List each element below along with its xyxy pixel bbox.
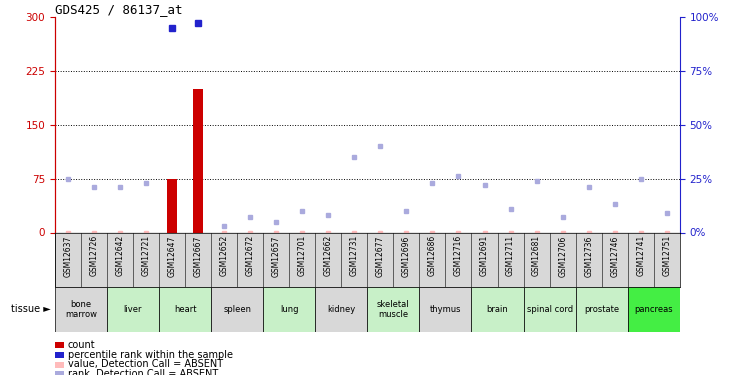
Text: GSM12657: GSM12657 xyxy=(272,235,281,277)
Text: GSM12716: GSM12716 xyxy=(454,235,463,276)
Text: kidney: kidney xyxy=(327,305,355,314)
Text: prostate: prostate xyxy=(584,305,619,314)
Bar xyxy=(420,287,471,332)
Bar xyxy=(159,287,211,332)
Text: GSM12672: GSM12672 xyxy=(246,235,254,276)
Text: GSM12637: GSM12637 xyxy=(64,235,72,277)
Bar xyxy=(471,287,523,332)
Text: liver: liver xyxy=(124,305,143,314)
Text: rank, Detection Call = ABSENT: rank, Detection Call = ABSENT xyxy=(68,369,219,375)
Text: lung: lung xyxy=(280,305,298,314)
Text: thymus: thymus xyxy=(430,305,461,314)
Text: GSM12642: GSM12642 xyxy=(115,235,124,276)
Text: GSM12696: GSM12696 xyxy=(402,235,411,277)
Text: pancreas: pancreas xyxy=(635,305,673,314)
Text: GSM12746: GSM12746 xyxy=(610,235,619,277)
Text: percentile rank within the sample: percentile rank within the sample xyxy=(68,350,233,360)
Text: GDS425 / 86137_at: GDS425 / 86137_at xyxy=(55,3,182,16)
Bar xyxy=(367,287,420,332)
Bar xyxy=(575,287,628,332)
Text: GSM12706: GSM12706 xyxy=(558,235,567,277)
Text: GSM12686: GSM12686 xyxy=(428,235,437,276)
Text: GSM12741: GSM12741 xyxy=(636,235,645,276)
Bar xyxy=(55,287,107,332)
Text: GSM12731: GSM12731 xyxy=(350,235,359,276)
Text: bone
marrow: bone marrow xyxy=(65,300,97,319)
Text: GSM12701: GSM12701 xyxy=(298,235,307,276)
Text: GSM12667: GSM12667 xyxy=(194,235,202,277)
Bar xyxy=(628,287,680,332)
Bar xyxy=(211,287,263,332)
Bar xyxy=(167,178,177,232)
Bar xyxy=(523,287,575,332)
Bar xyxy=(315,287,367,332)
Text: GSM12711: GSM12711 xyxy=(506,235,515,276)
Text: spinal cord: spinal cord xyxy=(526,305,572,314)
Text: GSM12736: GSM12736 xyxy=(584,235,593,277)
Bar xyxy=(194,89,202,232)
Text: GSM12652: GSM12652 xyxy=(219,235,229,276)
Text: count: count xyxy=(68,340,96,350)
Text: tissue ►: tissue ► xyxy=(12,304,51,314)
Text: skeletal
muscle: skeletal muscle xyxy=(377,300,409,319)
Text: GSM12751: GSM12751 xyxy=(662,235,671,276)
Text: value, Detection Call = ABSENT: value, Detection Call = ABSENT xyxy=(68,360,223,369)
Text: spleen: spleen xyxy=(223,305,251,314)
Text: GSM12726: GSM12726 xyxy=(89,235,99,276)
Text: GSM12677: GSM12677 xyxy=(376,235,385,277)
Text: GSM12721: GSM12721 xyxy=(142,235,151,276)
Bar xyxy=(107,287,159,332)
Bar xyxy=(263,287,315,332)
Text: GSM12691: GSM12691 xyxy=(480,235,489,276)
Text: heart: heart xyxy=(174,305,197,314)
Text: GSM12681: GSM12681 xyxy=(532,235,541,276)
Text: GSM12647: GSM12647 xyxy=(167,235,176,277)
Text: GSM12662: GSM12662 xyxy=(324,235,333,276)
Text: brain: brain xyxy=(487,305,509,314)
